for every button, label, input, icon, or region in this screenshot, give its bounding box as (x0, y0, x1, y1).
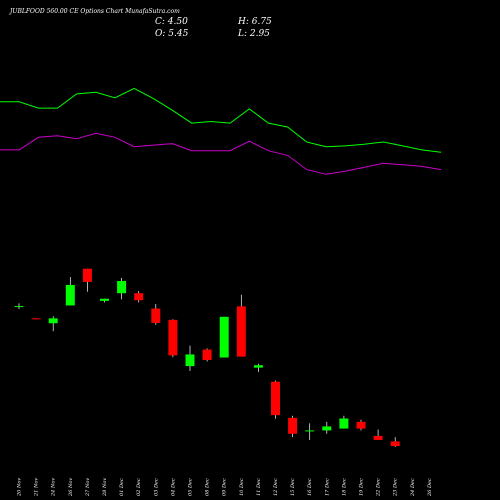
candle (168, 319, 178, 358)
candle (65, 276, 75, 306)
candle-body (31, 318, 41, 320)
close-value: C: 4.50 (155, 17, 188, 27)
x-tick-label: 20 Nov (17, 478, 23, 497)
x-tick-label: 05 Dec (188, 478, 194, 496)
candle-body (219, 316, 229, 358)
candles (14, 268, 400, 447)
candle (373, 429, 383, 440)
x-tick-label: 28 Nov (102, 478, 108, 497)
x-tick-label: 15 Dec (290, 478, 296, 496)
candle (271, 380, 280, 419)
candle-body (151, 308, 161, 323)
upper-line (0, 87, 442, 153)
candle (185, 345, 195, 372)
candle-body (134, 293, 144, 301)
candle-body (100, 298, 109, 301)
lower-line (0, 132, 442, 175)
x-tick-label: 16 Dec (307, 478, 313, 496)
candle-body (288, 417, 298, 434)
candle (31, 318, 41, 320)
candle-body (202, 349, 212, 360)
candle-body (339, 418, 349, 429)
x-tick-label: 02 Dec (136, 478, 142, 496)
candle (356, 419, 366, 431)
candle (219, 316, 229, 358)
x-axis-ticks: 20 Nov 21 Nov 24 Nov 26 Nov 27 Nov 28 Nov 01 D… (17, 478, 433, 497)
candle (48, 316, 58, 332)
x-tick-label: 26 Dec (427, 478, 433, 497)
x-tick-label: 23 Dec (393, 478, 399, 497)
x-tick-label: 01 Dec (119, 478, 125, 496)
high-value: H: 6.75 (237, 17, 272, 27)
open-value: O: 5.45 (155, 29, 189, 39)
x-tick-label: 22 Dec (376, 478, 382, 497)
candle-body (117, 280, 127, 294)
candle-body (305, 430, 315, 432)
x-tick-label: 27 Nov (85, 478, 91, 497)
candle-body (271, 381, 280, 416)
x-tick-label: 17 Dec (324, 478, 330, 496)
x-tick-label: 10 Dec (239, 478, 245, 496)
candle-body (48, 318, 58, 324)
candle (151, 303, 161, 325)
candle (305, 423, 315, 440)
candle (390, 437, 400, 447)
candle-body (82, 268, 92, 282)
candle (288, 415, 298, 438)
x-tick-label: 08 Dec (205, 478, 211, 496)
x-tick-label: 09 Dec (222, 478, 228, 496)
x-tick-label: 03 Dec (153, 478, 159, 496)
candle (339, 415, 349, 429)
x-tick-label: 12 Dec (273, 478, 279, 496)
candle-body (185, 354, 195, 367)
candle (117, 277, 127, 300)
x-tick-label: 19 Dec (359, 478, 365, 496)
candle (322, 421, 332, 434)
x-tick-label: 24 Nov (51, 478, 57, 497)
candle (100, 298, 109, 303)
x-tick-label: 11 Dec (256, 478, 262, 496)
candle-body (356, 421, 366, 429)
candle-body (322, 426, 332, 431)
candle (134, 291, 144, 303)
candle-body (373, 435, 383, 440)
candle (82, 268, 92, 292)
x-tick-label: 04 Dec (170, 478, 176, 496)
candle (236, 294, 246, 357)
candle-body (253, 365, 263, 368)
candle-body (168, 319, 178, 356)
chart-title: JUBLFOOD 560.00 CE Options Chart MunafaS… (8, 8, 180, 15)
candle-body (236, 306, 246, 357)
candle (253, 363, 263, 372)
candle-body (14, 306, 24, 308)
candle-body (65, 284, 75, 306)
x-tick-label: 21 Nov (34, 478, 40, 497)
x-tick-label: 24 Dec (410, 478, 416, 497)
candle (14, 303, 24, 310)
candle-body (390, 441, 400, 447)
x-tick-label: 26 Nov (68, 478, 74, 497)
low-value: L: 2.95 (237, 29, 270, 39)
x-tick-label: 18 Dec (341, 478, 347, 496)
candle (202, 348, 212, 362)
indicator-lines (0, 87, 442, 175)
